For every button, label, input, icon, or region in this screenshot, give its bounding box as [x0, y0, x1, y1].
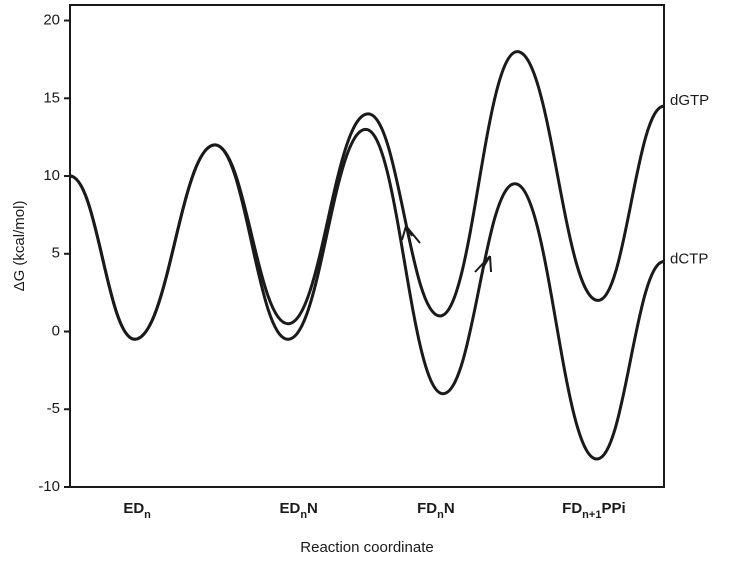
x-tick-text: N — [307, 500, 318, 517]
y-tick-label: 10 — [43, 167, 60, 184]
y-tick-label: 5 — [52, 245, 60, 262]
y-tick-label: 15 — [43, 89, 60, 106]
x-tick-text: ED — [123, 500, 144, 517]
series-label: dCTP — [670, 251, 708, 268]
y-tick-label: -5 — [47, 400, 60, 417]
line — [69, 127, 665, 461]
x-axis-label: Reaction coordinate — [300, 539, 433, 556]
x-tick-label: FDnN — [417, 500, 455, 521]
x-tick-label: EDnN — [279, 500, 317, 521]
y-tick-label: 0 — [52, 322, 60, 339]
x-tick-label: FDn+1PPi — [562, 500, 625, 521]
x-tick-text: FD — [562, 500, 582, 517]
line — [69, 50, 665, 341]
y-tick-label: -10 — [38, 478, 60, 495]
x-tick-text: N — [444, 500, 455, 517]
x-tick-text: FD — [417, 500, 437, 517]
x-tick-text: ED — [279, 500, 300, 517]
y-tick-label: 20 — [43, 12, 60, 29]
x-tick-sub: n — [300, 509, 307, 521]
x-tick-text: PPi — [601, 500, 625, 517]
x-tick-sub: n — [437, 509, 444, 521]
plot-frame — [69, 4, 665, 488]
series-label: dGTP — [670, 92, 709, 109]
x-tick-sub: n+1 — [582, 509, 601, 521]
x-tick-sub: n — [144, 509, 151, 521]
x-tick-label: EDn — [123, 500, 151, 521]
y-axis-label: ΔG (kcal/mol) — [11, 201, 28, 292]
